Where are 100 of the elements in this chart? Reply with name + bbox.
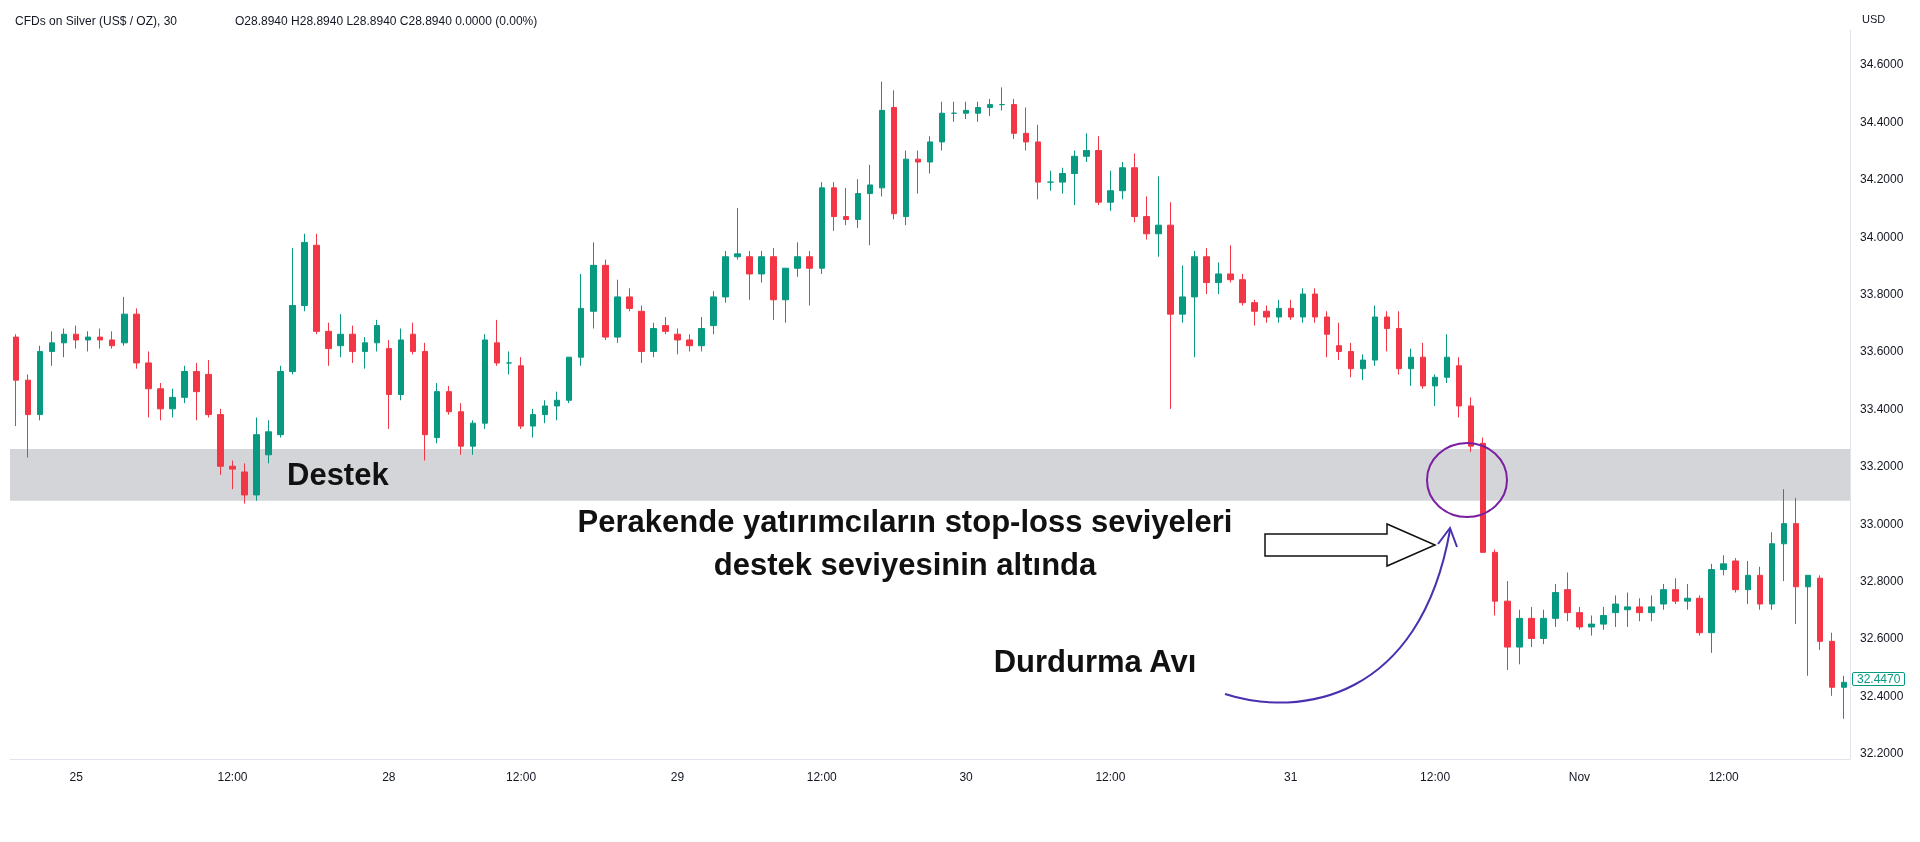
candlestick xyxy=(927,135,933,174)
candlestick xyxy=(638,305,645,364)
candlestick xyxy=(1708,563,1715,654)
candlestick xyxy=(1817,574,1823,651)
candlestick xyxy=(1480,437,1486,553)
x-tick-label: 31 xyxy=(1284,770,1298,784)
candlestick xyxy=(1552,583,1559,628)
candlestick xyxy=(831,181,837,232)
candlestick xyxy=(1516,609,1523,665)
annotation: Perakende yatırımcıların stop-loss seviyeleri destek seviyesinin altında xyxy=(576,503,1234,585)
candlestick xyxy=(1564,571,1571,622)
candlestick xyxy=(1035,124,1041,200)
candlestick xyxy=(951,101,957,123)
candlestick xyxy=(386,339,392,430)
x-tick-label: 12:00 xyxy=(806,770,838,784)
candlestick xyxy=(554,391,560,421)
candlestick xyxy=(1588,615,1595,637)
candlestick xyxy=(1083,132,1090,163)
candlestick xyxy=(939,101,945,152)
candlestick xyxy=(806,250,813,307)
candlestick xyxy=(662,316,669,335)
candlestick xyxy=(1781,488,1787,582)
candlestick xyxy=(891,89,897,220)
candlestick xyxy=(253,416,260,502)
y-tick-label: 32.2000 xyxy=(1860,746,1904,761)
candlestick xyxy=(530,408,536,439)
candlestick xyxy=(782,267,789,324)
candlestick xyxy=(578,273,584,367)
y-tick-label: 33.0000 xyxy=(1860,516,1904,531)
candlestick xyxy=(1263,305,1270,324)
candlestick xyxy=(1372,305,1378,367)
candlestick xyxy=(770,247,777,321)
annotation: Durdurma Avı xyxy=(992,643,1198,681)
candlestick xyxy=(1456,356,1462,418)
candlestick xyxy=(1769,531,1775,611)
candlestick xyxy=(698,316,705,352)
candlestick xyxy=(710,290,717,335)
chart-subtitle: O28.8940 H28.8940 L28.8940 C28.8940 0.0000 (0.00%) xyxy=(235,14,538,28)
candlestick xyxy=(37,345,43,421)
candlestick xyxy=(1660,583,1667,611)
candlestick xyxy=(1312,287,1318,324)
y-tick-label: 34.4000 xyxy=(1860,114,1904,129)
candlestick xyxy=(1624,592,1631,628)
candlestick xyxy=(1696,594,1703,637)
candlestick xyxy=(446,385,452,416)
candlestick xyxy=(1793,497,1799,625)
candlestick xyxy=(1167,201,1174,410)
candlestick xyxy=(1732,557,1739,594)
candlestick xyxy=(49,330,55,367)
candlestick xyxy=(121,296,128,347)
candlestick xyxy=(1745,560,1751,605)
candlestick xyxy=(1576,606,1583,631)
y-tick-label: 34.2000 xyxy=(1860,172,1904,187)
candlestick xyxy=(1071,150,1078,206)
candlestick xyxy=(109,330,115,350)
candlestick xyxy=(999,86,1005,111)
candlestick xyxy=(1648,594,1655,622)
candlestick xyxy=(1805,574,1811,677)
x-tick-label: 25 xyxy=(69,770,84,784)
y-axis-title: USD xyxy=(1862,12,1886,25)
candlestick xyxy=(482,333,488,430)
candlestick xyxy=(1757,566,1763,611)
candlestick xyxy=(963,101,969,120)
candlestick xyxy=(410,322,416,355)
candlestick xyxy=(398,327,404,401)
candlestick xyxy=(241,462,248,505)
candlestick xyxy=(1829,632,1835,697)
candlestick xyxy=(494,319,500,367)
candlestick xyxy=(1215,261,1222,295)
candlestick xyxy=(1396,310,1402,375)
candlestick xyxy=(1276,299,1282,324)
x-tick-label: 29 xyxy=(670,770,685,784)
x-tick-label: 30 xyxy=(959,770,974,784)
candlestick xyxy=(265,419,272,464)
candlestick xyxy=(1336,322,1342,361)
band-label: Destek xyxy=(287,457,390,493)
candlestick xyxy=(325,322,332,367)
candlestick xyxy=(73,325,79,350)
candlestick xyxy=(85,330,91,352)
candlestick xyxy=(987,98,993,117)
candlestick xyxy=(867,164,873,246)
x-tick-label: 28 xyxy=(382,770,396,784)
x-tick-label: 12:00 xyxy=(1420,770,1451,784)
candlestick xyxy=(193,362,200,421)
y-tick-label: 33.8000 xyxy=(1860,287,1904,302)
x-tick-label: Nov xyxy=(1568,770,1591,784)
candlestick xyxy=(1600,606,1607,631)
y-tick-label: 32.6000 xyxy=(1860,631,1904,646)
candlestick xyxy=(1300,287,1306,324)
candlestick xyxy=(1408,348,1414,387)
candlestick xyxy=(758,250,765,284)
candlestick xyxy=(1143,195,1150,241)
candlestick xyxy=(1095,135,1102,206)
candlestick xyxy=(1468,396,1474,453)
y-tick-label: 34.0000 xyxy=(1860,229,1904,244)
candlestick xyxy=(374,319,380,352)
candlestick xyxy=(313,233,320,335)
candlestick xyxy=(1720,554,1727,576)
candlestick xyxy=(169,388,176,418)
x-tick-label: 12:00 xyxy=(1095,770,1126,784)
